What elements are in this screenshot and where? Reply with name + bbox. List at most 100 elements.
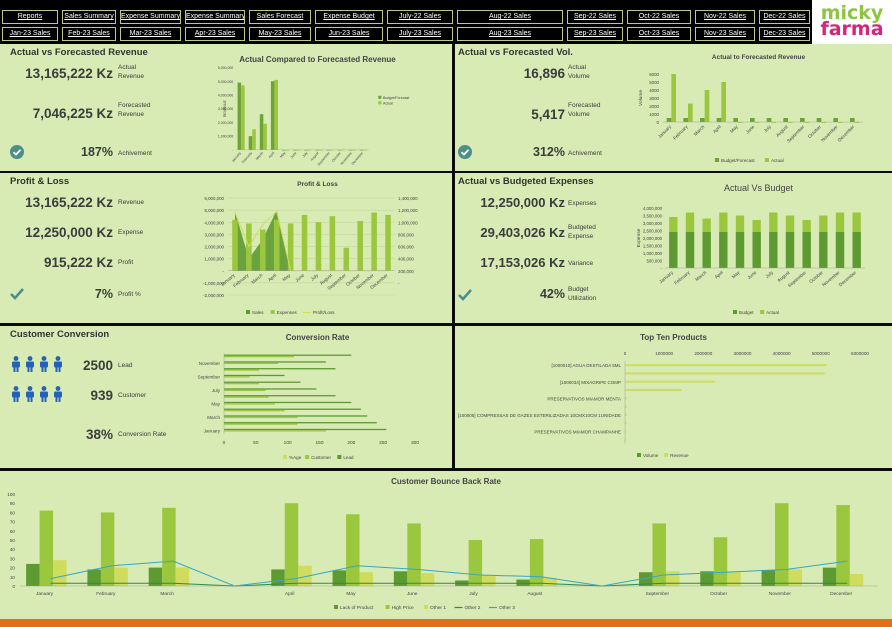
nav-link-jan-23-sales[interactable]: Jan-23 Sales — [2, 27, 58, 41]
nav-link-sep-23-sales[interactable]: Sep-23 Sales — [567, 27, 623, 41]
nav-link-july-23-sales[interactable]: July-23 Sales — [387, 27, 453, 41]
x-tick-label: June — [294, 272, 305, 283]
bar-expenses — [273, 219, 280, 271]
x-tick-label: January — [658, 269, 674, 284]
footer-bar — [0, 619, 892, 627]
pl-profit-value: 915,222 Kz — [43, 255, 113, 270]
person-leg — [58, 397, 61, 402]
bar-budget — [819, 232, 828, 268]
bar-other-1 — [665, 571, 680, 586]
nav-link-dec-23-sales[interactable]: Dec-23 Sales — [759, 27, 810, 41]
y-tick-label: 10 — [10, 575, 16, 580]
bar-expenses — [315, 222, 322, 271]
x-tick-label: April — [714, 270, 724, 280]
nav-link-nov-22-sales[interactable]: Nov-22 Sales — [695, 10, 755, 24]
conversion-chart: January March May July September November 0 50 1… — [198, 353, 419, 460]
y-tick-label: March — [207, 415, 220, 420]
bar-other-1 — [114, 567, 128, 586]
bar-actual — [854, 122, 860, 123]
person-body — [12, 391, 20, 398]
person-body — [26, 361, 34, 368]
bar-lead — [224, 395, 336, 397]
y-tick-label: 3,000,000 — [204, 232, 224, 237]
nav-link-feb-23-sales[interactable]: Feb-23 Sales — [62, 27, 116, 41]
person-leg — [13, 367, 16, 372]
line-other-2 — [50, 582, 848, 587]
person-body — [40, 361, 48, 368]
y-tick-label: 2,000,000 — [218, 121, 233, 125]
legend-swatch — [733, 310, 737, 314]
nav-link-reports[interactable]: Reports — [2, 10, 58, 24]
bar-customer — [224, 416, 298, 419]
y-tick-label: 6,000,000 — [218, 66, 233, 70]
conversion-rate-label: Conversion Rate — [118, 431, 167, 438]
nav-link-sep-22-sales[interactable]: Sep-22 Sales — [567, 10, 623, 24]
x-tick-label: October — [807, 124, 822, 139]
x-tick-label: 5000000 — [812, 351, 830, 356]
nav-link-oct-22-sales[interactable]: Oct-22 Sales — [627, 10, 691, 24]
profit-pct-label: Profit % — [118, 291, 141, 298]
legend-label: Volume — [643, 453, 659, 458]
bar-expenses — [357, 221, 363, 271]
bar-actual — [252, 129, 256, 150]
bar-lead — [224, 422, 377, 424]
pl-profit-label: Profit — [118, 259, 134, 266]
chart-title: Actual to Forecasted Revenue — [711, 54, 806, 61]
legend-swatch — [637, 453, 641, 457]
y-tick-label: 2,000,000 — [643, 236, 663, 241]
customer-label: Customer — [118, 392, 147, 399]
nav-link-mar-23-sales[interactable]: Mar-23 Sales — [120, 27, 181, 41]
y-tick-label: 5000 — [649, 80, 659, 85]
bar-lead — [224, 361, 326, 363]
bar-budget-forecast — [348, 149, 353, 151]
nav-link-apr-23-sales[interactable]: Apr-23 Sales — [185, 27, 245, 41]
y-tick-label: 30 — [10, 556, 16, 561]
y-tick-label: 40 — [10, 547, 16, 552]
legend-label: Actual — [771, 158, 784, 163]
nav-link-oct-23-sales[interactable]: Oct-23 Sales — [627, 27, 691, 41]
x-tick-label: January — [657, 124, 673, 140]
bar-revenue — [625, 372, 825, 375]
nav-link-july-22-sales[interactable]: July-22 Sales — [387, 10, 453, 24]
person-body — [12, 361, 20, 368]
nav-link-dec-22-sales[interactable]: Dec-22 Sales — [759, 10, 810, 24]
legend-label: Actual — [383, 101, 393, 105]
nav-link-expense-budget[interactable]: Expense Budget — [315, 10, 383, 24]
nav-link-nov-23-sales[interactable]: Nov-23 Sales — [695, 27, 755, 41]
bar-customer — [224, 376, 250, 378]
person-icon — [12, 356, 20, 372]
nav-link-expense-summary[interactable]: Expense Summary — [185, 10, 245, 24]
person-leg — [30, 397, 33, 402]
nav-link-sales-summary[interactable]: Sales Summary — [62, 10, 116, 24]
bar-expenses — [385, 214, 391, 271]
bar-budget-forecast — [833, 118, 838, 122]
bar-budget — [785, 232, 795, 268]
panel-title: Actual vs Budgeted Expenses — [458, 176, 594, 187]
bar-lack-of-product — [87, 569, 101, 586]
legend-label: Profit/Loss — [313, 310, 335, 315]
person-body — [40, 391, 48, 398]
x-tick-label: 0 — [624, 351, 627, 356]
chart-title: Customer Bounce Back Rate — [391, 477, 501, 486]
nav-link-jun-23-sales[interactable]: Jun-23 Sales — [315, 27, 383, 41]
y-tick-label: 3000 — [649, 96, 659, 101]
x-tick-label: January — [36, 591, 54, 597]
bar-lead — [224, 354, 352, 356]
x-tick-label: March — [255, 151, 264, 161]
y-tick-label: 90 — [10, 501, 16, 506]
expenses-kpi-panel: Actual vs Budgeted Expenses 12,250,000 K… — [455, 173, 625, 323]
x-tick-label: May — [279, 151, 286, 159]
bar-customer — [224, 430, 326, 432]
nav-link-sales-forecast[interactable]: Sales Forecast — [249, 10, 311, 24]
nav-link-expense-summary[interactable]: Expense Summary — [120, 10, 181, 24]
nav-link-aug-23-sales[interactable]: Aug-23 Sales — [457, 27, 563, 41]
y-tick-label: - — [661, 266, 663, 271]
profit-pct-value: 7% — [94, 287, 113, 301]
y2-tick-label: 200,000 — [398, 269, 414, 274]
bar-actual — [754, 122, 760, 123]
x-tick-label: September — [317, 150, 331, 166]
nav-link-may-23-sales[interactable]: May-23 Sales — [249, 27, 311, 41]
nav-link-aug-22-sales[interactable]: Aug-22 Sales — [457, 10, 563, 24]
bar-budget-forecast — [683, 118, 688, 122]
legend-swatch — [715, 158, 719, 162]
